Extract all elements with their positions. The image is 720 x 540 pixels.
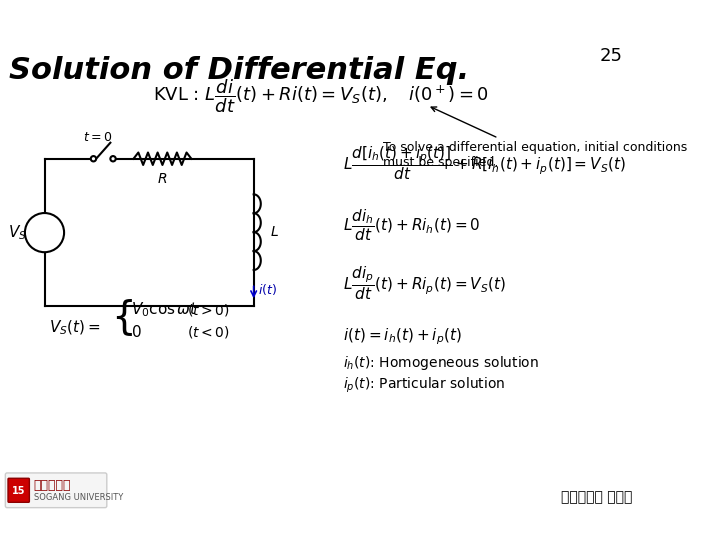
Circle shape [91,156,96,161]
Text: $(t > 0)$: $(t > 0)$ [187,302,230,318]
Circle shape [110,156,116,161]
Text: $(t < 0)$: $(t < 0)$ [187,325,230,340]
Text: 15: 15 [12,486,25,496]
FancyBboxPatch shape [5,473,107,508]
Text: $L\dfrac{di_h}{dt}(t) + Ri_h(t) = 0$: $L\dfrac{di_h}{dt}(t) + Ri_h(t) = 0$ [343,208,480,243]
Text: $\{$: $\{$ [112,296,133,338]
Text: $t = 0$: $t = 0$ [84,131,112,144]
Text: $i(t)$: $i(t)$ [258,282,277,296]
Text: $L\dfrac{di_p}{dt}(t) + Ri_p(t) = V_S(t)$: $L\dfrac{di_p}{dt}(t) + Ri_p(t) = V_S(t)… [343,265,505,302]
Text: $R$: $R$ [157,172,168,186]
Text: 서강대학교: 서강대학교 [34,479,71,492]
Text: −: − [36,230,53,249]
Text: 전자공학과 이행선: 전자공학과 이행선 [561,490,632,504]
Circle shape [25,213,64,252]
Text: $i_h(t)$: Homogeneous solution: $i_h(t)$: Homogeneous solution [343,354,539,373]
Text: SOGANG UNIVERSITY: SOGANG UNIVERSITY [34,494,123,502]
Text: $V_0 \cos \omega t$: $V_0 \cos \omega t$ [131,301,198,319]
Text: $V_S$: $V_S$ [9,223,27,242]
Text: KVL : $L\dfrac{di}{dt}(t) + Ri(t) = V_S(t), \quad i(0^+) = 0$: KVL : $L\dfrac{di}{dt}(t) + Ri(t) = V_S(… [153,78,488,115]
Text: $L\dfrac{d[i_h(t)+i_p(t)]}{dt} + R[i_h(t)+i_p(t)] = V_S(t)$: $L\dfrac{d[i_h(t)+i_p(t)]}{dt} + R[i_h(t… [343,144,626,182]
FancyBboxPatch shape [8,478,30,502]
Text: $0$: $0$ [131,325,141,340]
Text: $i_p(t)$: Particular solution: $i_p(t)$: Particular solution [343,376,505,395]
Text: $i(t) = i_h(t) + i_p(t)$: $i(t) = i_h(t) + i_p(t)$ [343,327,462,347]
Text: $L$: $L$ [270,225,279,239]
Text: $V_S(t) = $: $V_S(t) = $ [49,319,101,337]
Text: Solution of Differential Eq.: Solution of Differential Eq. [9,56,469,85]
Text: To solve a differential equation, initial conditions
must be specified.: To solve a differential equation, initia… [383,107,687,169]
Text: +: + [37,217,51,234]
Text: 25: 25 [600,48,623,65]
